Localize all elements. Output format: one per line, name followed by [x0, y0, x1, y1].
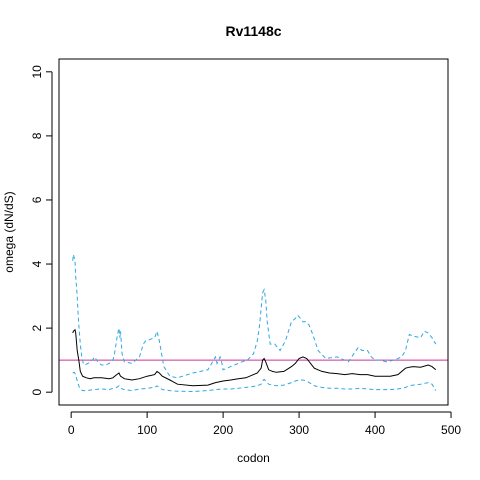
y-tick-label: 6: [30, 196, 44, 203]
y-tick-label: 10: [30, 65, 44, 79]
x-tick-label: 500: [441, 423, 461, 437]
x-tick-label: 400: [365, 423, 385, 437]
x-tick-label: 300: [289, 423, 309, 437]
y-axis: 0 2 4 6 8 10: [30, 65, 53, 396]
chart-title: Rv1148c: [225, 23, 281, 39]
y-tick-label: 4: [30, 260, 44, 267]
y-axis-label: omega (dN/dS): [2, 191, 16, 272]
series-line-estimate: [72, 328, 437, 387]
series-line-lower: [72, 371, 437, 393]
x-tick-label: 0: [68, 423, 75, 437]
x-axis-label: codon: [237, 451, 270, 465]
plot-frame: [58, 58, 449, 406]
y-tick-label: 0: [30, 389, 44, 396]
series-line-upper: [72, 254, 437, 379]
x-tick-label: 200: [213, 423, 233, 437]
plot-lines: [59, 254, 448, 393]
y-tick-label: 2: [30, 324, 44, 331]
x-axis: 0 100 200 300 400 500: [68, 411, 461, 437]
y-tick-label: 8: [30, 132, 44, 139]
x-tick-label: 100: [137, 423, 157, 437]
